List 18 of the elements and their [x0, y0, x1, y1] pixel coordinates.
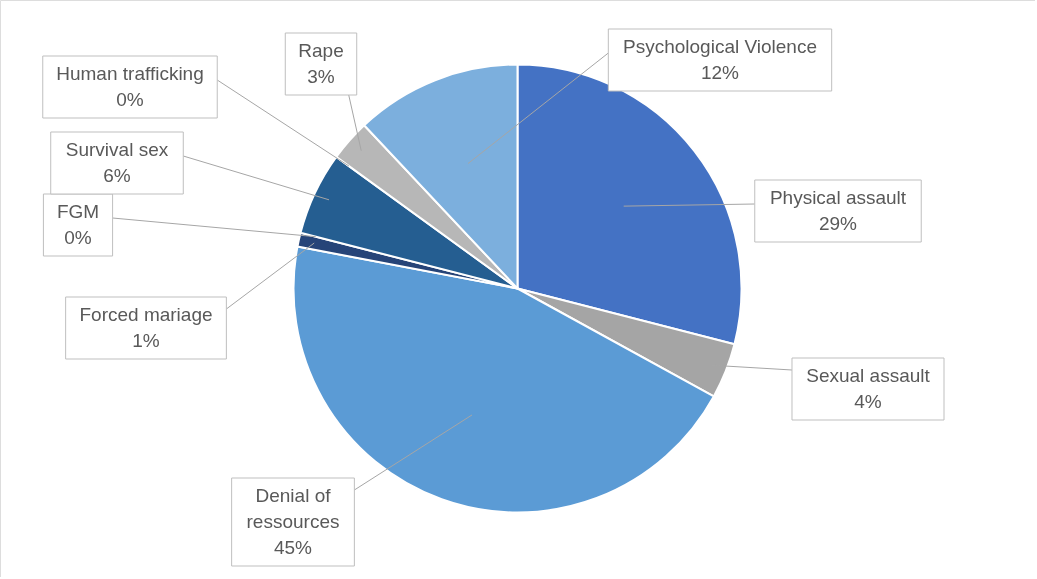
data-label: 12% — [700, 62, 740, 83]
text: 0% — [116, 89, 144, 110]
data-label: 1% — [132, 330, 160, 351]
category-label: Human trafficking — [56, 63, 204, 84]
slice-label: Psychological Violence — [623, 36, 817, 57]
slice-label: Physical assault — [769, 187, 907, 208]
category-label: FGM — [56, 201, 100, 222]
data-label: 3% — [307, 66, 335, 87]
slice-label: Forced mariage — [79, 304, 213, 325]
data-label: 6% — [103, 165, 131, 186]
data-label: 4% — [854, 391, 882, 412]
data-label: 45% — [273, 537, 313, 558]
slice-label: Survival sex — [65, 139, 169, 160]
slice-label: Denial of ressources — [246, 485, 340, 532]
slice-label: Rape — [298, 40, 344, 61]
text: 0% — [64, 227, 92, 248]
data-label: 29% — [818, 213, 858, 234]
slice-label: Sexual assault — [806, 365, 931, 386]
